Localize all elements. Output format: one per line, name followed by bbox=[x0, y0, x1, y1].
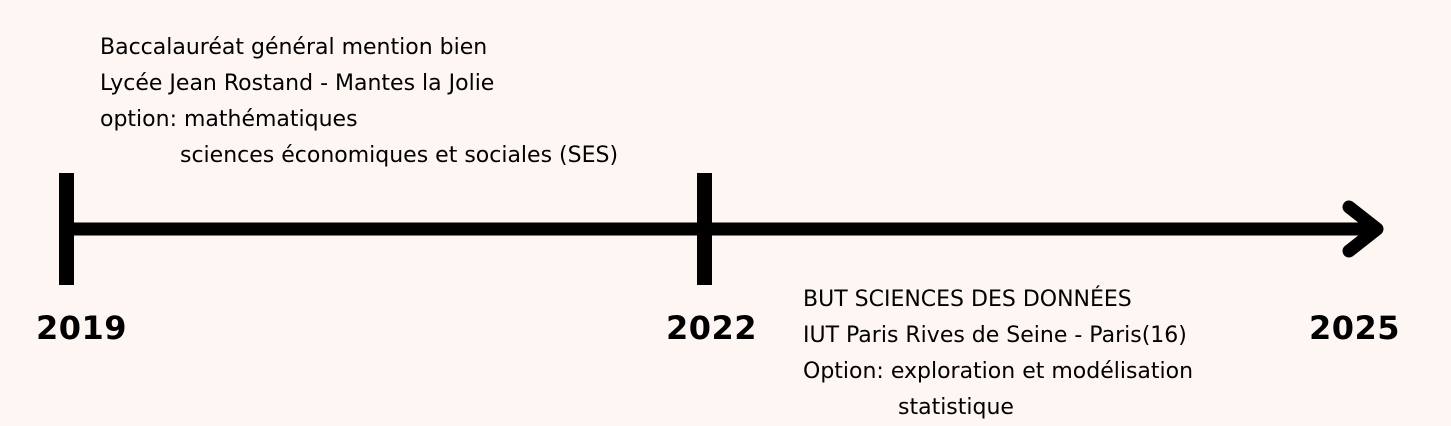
milestone-but: BUT SCIENCES DES DONNÉES IUT Paris Rives… bbox=[803, 282, 1193, 426]
timeline-arrowhead bbox=[1342, 200, 1384, 258]
year-label-2019: 2019 bbox=[36, 309, 128, 347]
milestone-school: Lycée Jean Rostand - Mantes la Jolie bbox=[100, 71, 495, 96]
year-label-2025: 2025 bbox=[1309, 309, 1401, 347]
milestone-school: IUT Paris Rives de Seine - Paris(16) bbox=[803, 323, 1187, 348]
tick-2019 bbox=[59, 173, 74, 285]
tick-2022 bbox=[697, 173, 712, 285]
milestone-option: Option: exploration et modélisation bbox=[803, 359, 1194, 384]
milestone-option: option: mathématiques bbox=[100, 107, 358, 132]
milestone-title: BUT SCIENCES DES DONNÉES bbox=[803, 287, 1132, 312]
milestone-option-continued: statistique bbox=[898, 395, 1014, 420]
year-label-2022: 2022 bbox=[666, 309, 758, 347]
milestone-title: Baccalauréat général mention bien bbox=[100, 35, 488, 60]
milestone-baccalaureat: Baccalauréat général mention bien Lycée … bbox=[100, 30, 618, 174]
milestone-option-continued: sciences économiques et sociales (SES) bbox=[180, 143, 619, 168]
